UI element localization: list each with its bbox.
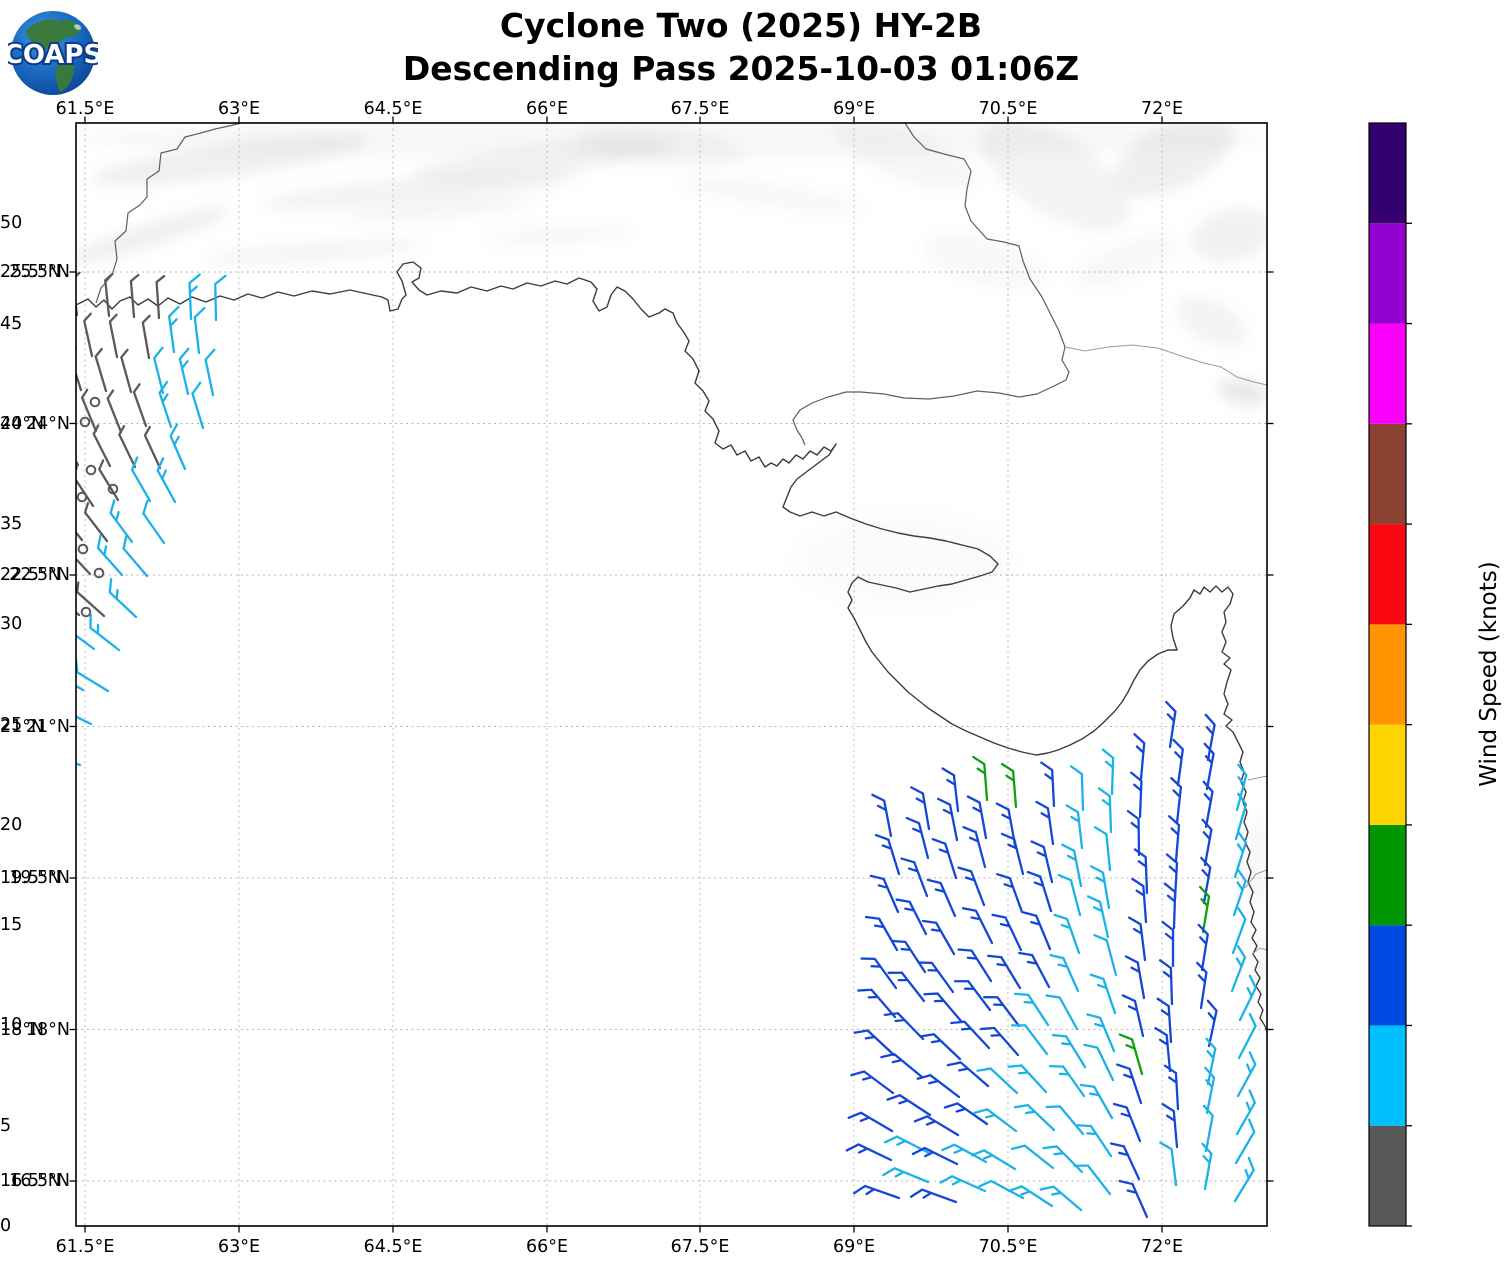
colorbar-segment (1369, 123, 1406, 224)
colorbar-tick-label: 20 (0, 814, 23, 835)
plot-title-line1: Cyclone Two (2025) HY-2B (499, 6, 983, 45)
lat-tick-label-right: 22.5°N (0, 565, 61, 585)
colorbar-axis-label: Wind Speed (knots) (1476, 561, 1502, 787)
colorbar-tick-label: 0 (0, 1216, 12, 1236)
colorbar-tick-label: 40 (0, 413, 23, 434)
country-border (792, 346, 1070, 446)
colorbar-tick-label: 50 (0, 213, 23, 234)
country-border (904, 123, 1066, 348)
lat-tick-label-right: 24°N (0, 413, 45, 434)
lon-tick-label-top: 64.5°E (363, 99, 423, 119)
colorbar-segment (1369, 925, 1406, 1026)
colorbar-segment (1369, 824, 1406, 926)
calm-wind-circle (89, 396, 101, 408)
lat-tick-label-right: 19.5°N (0, 868, 61, 888)
calm-wind-circle (79, 416, 91, 428)
state-border (1247, 775, 1267, 781)
colorbar-tick-label: 10 (0, 1015, 23, 1036)
lat-tick-label-left: 16.5°N (9, 1171, 70, 1191)
colorbar-segment (1369, 1125, 1406, 1226)
colorbar-tick-label: 30 (0, 614, 23, 635)
state-border (1244, 869, 1267, 889)
lon-tick-label-bottom: 70.5°E (978, 1237, 1038, 1257)
plot-title-line2: Descending Pass 2025-10-03 01:06Z (402, 49, 1080, 88)
lon-tick-label-top: 66°E (525, 99, 569, 119)
lon-tick-label-top: 63°E (217, 99, 261, 119)
coastline (76, 261, 1267, 1033)
colorbar-tick-label: 45 (0, 313, 23, 334)
lon-tick-label-top: 70.5°E (978, 99, 1038, 119)
lon-tick-label-bottom: 66°E (525, 1237, 569, 1257)
lon-tick-label-bottom: 63°E (217, 1237, 261, 1257)
lon-tick-label-bottom: 64.5°E (363, 1237, 423, 1257)
country-border (95, 123, 242, 304)
lat-tick-label-left: 24°N (25, 413, 70, 434)
lon-tick-label-bottom: 61.5°E (55, 1237, 115, 1257)
colorbar-segment (1369, 1025, 1406, 1126)
colorbar-segment (1369, 624, 1406, 725)
colorbar-tick-label: 5 (0, 1115, 12, 1136)
lat-tick-label-left: 18°N (25, 1019, 70, 1040)
lon-tick-label-top: 67.5°E (670, 99, 730, 119)
coaps-globe-icon: COAPS (2, 11, 104, 95)
state-border (1064, 344, 1267, 386)
lon-tick-label-bottom: 69°E (832, 1237, 876, 1257)
colorbar-segment (1369, 724, 1406, 825)
lon-tick-label-top: 72°E (1140, 99, 1184, 119)
axis-ticks (69, 116, 1274, 1233)
lat-tick-label-right: 16.5°N (0, 1171, 61, 1191)
calm-wind-circle (107, 483, 119, 495)
calm-wind-circle (85, 464, 97, 476)
lon-tick-label-bottom: 67.5°E (670, 1237, 730, 1257)
colorbar-segment (1369, 524, 1406, 625)
coaps-logo: COAPS (2, 5, 104, 99)
colorbar-segment (1369, 423, 1406, 525)
coaps-logo-text: COAPS (8, 40, 98, 70)
lat-tick-label-left: 22.5°N (9, 565, 70, 585)
lon-tick-label-top: 69°E (832, 99, 876, 119)
colorbar-segment (1369, 323, 1406, 424)
calm-wind-circle (93, 567, 105, 579)
colorbar-outline (1368, 122, 1407, 1227)
lon-tick-label-top: 61.5°E (55, 99, 115, 119)
map-frame (75, 122, 1268, 1227)
lon-tick-label-bottom: 72°E (1140, 1237, 1184, 1257)
colorbar-tick-label: 25 (0, 714, 23, 735)
terrain-texture (76, 123, 1267, 1000)
lat-tick-label-left: 21°N (25, 716, 70, 737)
calm-wind-circle (76, 491, 88, 503)
colorbar-tick-label: 15 (0, 915, 23, 936)
lat-tick-label-left: 25.5°N (9, 262, 70, 282)
map-layers (76, 123, 1267, 1226)
lat-tick-label-right: 25.5°N (0, 262, 61, 282)
graticule-gridlines (76, 123, 1267, 1226)
calm-wind-circle (80, 606, 92, 618)
colorbar-tick-label: 35 (0, 514, 23, 535)
state-border (1251, 947, 1267, 955)
lat-tick-label-right: 18°N (0, 1019, 45, 1040)
colorbar (1368, 122, 1412, 1227)
lat-tick-label-right: 21°N (0, 716, 45, 737)
lat-tick-label-left: 19.5°N (9, 868, 70, 888)
colorbar-segment (1369, 223, 1406, 324)
calm-wind-circle (77, 543, 89, 555)
